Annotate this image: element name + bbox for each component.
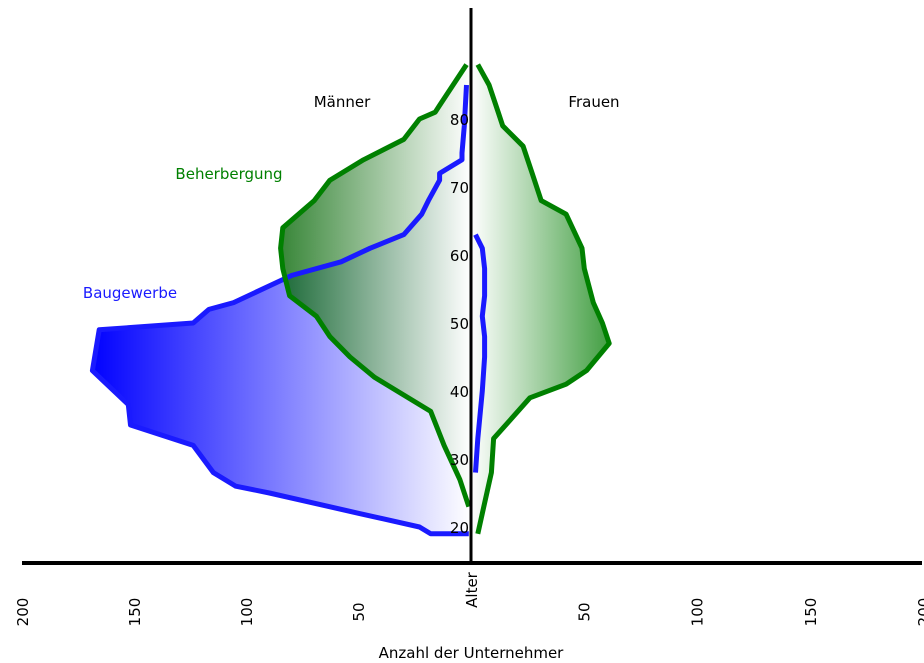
chart-labels: Anzahl der Unternehmer Alter Männer Frau… [14, 93, 924, 662]
baugewerbe-maenner-area [92, 85, 472, 534]
x-tick-label: 150 [802, 598, 820, 627]
x-tick-label: 100 [238, 598, 256, 627]
y-tick-label: 30 [450, 451, 469, 469]
right-side-label: Frauen [568, 93, 619, 111]
beherbergung-maenner-area [280, 64, 471, 507]
baugewerbe-maenner-line [89, 84, 469, 537]
x-tick-label: 50 [350, 602, 368, 621]
series-label-baugewerbe: Baugewerbe [83, 284, 177, 302]
series-label-beherbergung: Beherbergung [175, 165, 282, 183]
y-axis-label: Alter [463, 571, 481, 608]
y-tick-label: 60 [450, 247, 469, 265]
y-tick-label: 40 [450, 383, 469, 401]
y-tick-label: 20 [450, 519, 469, 537]
beherbergung-frauen-line [475, 63, 612, 535]
x-tick-label: 200 [14, 598, 32, 627]
x-tick-label: 150 [126, 598, 144, 627]
chart-axes [22, 8, 922, 565]
y-tick-label: 70 [450, 179, 469, 197]
x-axis-label: Anzahl der Unternehmer [379, 644, 565, 662]
y-tick-label: 50 [450, 315, 469, 333]
x-tick-label: 100 [689, 598, 707, 627]
y-tick-label: 80 [450, 111, 469, 129]
x-tick-label: 50 [575, 602, 593, 621]
chart-areas [89, 63, 612, 537]
beherbergung-frauen-area [471, 64, 610, 534]
beherbergung-maenner-line [278, 63, 472, 508]
baugewerbe-frauen-line [473, 233, 488, 473]
left-side-label: Männer [314, 93, 371, 111]
x-tick-label: 200 [915, 598, 924, 627]
